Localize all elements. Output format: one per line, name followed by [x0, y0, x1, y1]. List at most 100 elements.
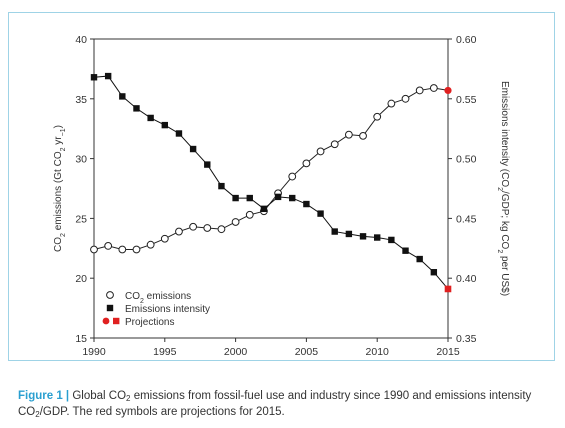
legend-label-part: emissions [144, 291, 191, 302]
emissions-intensity-point [359, 233, 367, 240]
right-y-tick-label: 0.60 [456, 34, 477, 46]
figure-caption: Figure 1 | Global CO2 emissions from fos… [18, 388, 548, 420]
co2-emissions-point [104, 242, 113, 250]
left-y-axis-label: CO2 emissions (Gt CO2 yr−1) [53, 125, 67, 252]
intensity-projection-point [444, 285, 452, 293]
emissions-intensity-point [218, 182, 225, 190]
right-y-tick-label: 0.45 [456, 213, 477, 225]
co2-emissions-point [132, 245, 141, 254]
co2-emissions-point [415, 86, 424, 95]
emissions-intensity-point [90, 74, 98, 81]
emissions-intensity-point [430, 269, 438, 276]
emissions-intensity-point [274, 193, 282, 201]
co2-emissions-line [93, 87, 449, 250]
x-tick-label: 2010 [366, 346, 390, 358]
co2-emissions-point [429, 84, 438, 92]
co2-emissions-point [175, 227, 183, 236]
legend-label-part: Emissions intensity [125, 304, 210, 315]
co2-emissions-point [217, 225, 226, 234]
emissions-intensity-point [246, 194, 253, 202]
co2-emissions-point [90, 245, 98, 254]
co2-emissions-point [316, 147, 325, 156]
co2-emissions-point [359, 131, 367, 140]
co2-emissions-point [330, 140, 339, 149]
co2-emissions-point [203, 224, 212, 232]
left-y-axis-label-part: yr [53, 136, 64, 148]
co2-emissions-point [231, 218, 240, 226]
caption-text-3: /GDP. The red symbols are projections fo… [39, 406, 285, 418]
legend-label-part: Projections [125, 317, 174, 328]
co2-emissions-point [146, 240, 155, 249]
right-y-axis-label: Emissions intensity (CO2/GDP; kg CO2 per… [497, 81, 511, 296]
co2-emissions-point [387, 99, 396, 108]
right-y-axis-label-part: Emissions intensity (CO [499, 81, 510, 187]
legend-label-part: CO [125, 291, 140, 302]
emissions-intensity-line [93, 75, 449, 290]
legend-red-circle-icon [102, 317, 110, 325]
caption-text-1: Global CO [69, 390, 127, 402]
left-y-axis-label-part: CO [53, 237, 64, 252]
co2-emissions-point [344, 130, 353, 139]
co2-projection-point [444, 86, 452, 95]
co2-emissions-point [288, 172, 297, 181]
left-y-axis-label-part: ) [53, 125, 64, 128]
right-y-axis-label-part: 2 [497, 187, 504, 191]
co2-emissions-point [373, 112, 382, 121]
caption-subscript-2: 2 [35, 410, 40, 419]
legend-filled-square-icon [106, 304, 114, 312]
emissions-intensity-point [161, 121, 168, 129]
legend-label: Projections [125, 317, 174, 328]
right-y-axis-label-part: 2 [497, 249, 504, 253]
x-tick-label: 2005 [295, 346, 319, 358]
co2-emissions-point [245, 210, 254, 219]
x-tick-label: 2015 [436, 346, 460, 358]
emissions-intensity-point [133, 105, 140, 112]
legend-label: Emissions intensity [125, 304, 210, 315]
right-y-tick-label: 0.35 [456, 333, 477, 345]
caption-text-2: emissions from fossil-fuel use and indus… [18, 390, 532, 418]
emissions-intensity-point [260, 205, 268, 213]
emissions-intensity-point [289, 194, 296, 202]
emissions-intensity-point [189, 145, 197, 153]
right-y-axis-label-part: /GDP; kg CO [499, 191, 510, 250]
figure-caption-label: Figure 1 | [18, 390, 70, 402]
left-y-tick-label: 40 [75, 34, 87, 46]
left-y-tick-label: 20 [75, 273, 87, 285]
left-y-tick-label: 15 [75, 333, 87, 345]
emissions-intensity-point [374, 234, 381, 241]
caption-subscript-1: 2 [126, 394, 131, 403]
co2-emissions-point [189, 222, 198, 231]
emissions-intensity-point [119, 93, 126, 100]
right-y-tick-label: 0.40 [456, 273, 477, 285]
x-tick-label: 1995 [153, 346, 177, 358]
legend-open-circle-icon [106, 291, 114, 299]
legend-label-part: 2 [140, 298, 144, 305]
emissions-intensity-point [317, 210, 324, 217]
right-y-axis-label-part: per US$) [499, 253, 510, 296]
left-y-tick-label: 35 [75, 94, 87, 106]
co2-emissions-point [401, 94, 410, 103]
emissions-intensity-point [402, 247, 409, 254]
left-y-axis-label-part: 2 [60, 233, 67, 237]
emissions-intensity-point [204, 161, 211, 168]
right-y-tick-label: 0.50 [456, 154, 477, 166]
right-y-tick-label: 0.55 [456, 94, 477, 106]
emissions-intensity-point [303, 200, 310, 208]
emissions-intensity-point [104, 72, 112, 80]
x-tick-label: 2000 [224, 346, 248, 358]
emissions-intensity-point [388, 236, 395, 244]
plot-area [93, 38, 449, 339]
legend-label: CO2 emissions [125, 291, 191, 305]
x-tick-label: 1990 [82, 346, 106, 358]
co2-emissions-point [160, 234, 169, 243]
emissions-intensity-point [175, 130, 183, 137]
left-y-axis-label-part: emissions (Gt CO [53, 151, 64, 233]
left-y-axis-label-part: 2 [60, 147, 67, 151]
emissions-intensity-point [147, 114, 154, 122]
co2-emissions-point [118, 245, 127, 254]
co2-emissions-point [302, 159, 311, 168]
emissions-intensity-point [232, 194, 239, 202]
figure-frame [8, 12, 555, 361]
emissions-intensity-point [331, 228, 338, 235]
